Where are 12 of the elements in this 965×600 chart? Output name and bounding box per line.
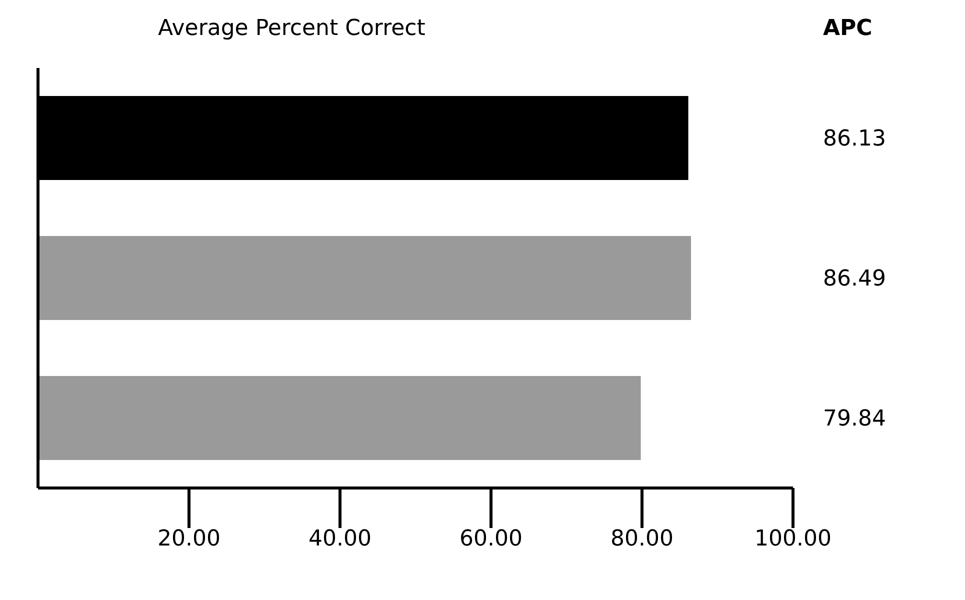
bar [38, 236, 691, 320]
x-tick-label: 60.00 [460, 526, 522, 552]
x-tick-label: 100.00 [754, 526, 832, 552]
x-tick-label: 40.00 [308, 526, 372, 552]
bar [38, 376, 641, 460]
x-tick-label: 80.00 [610, 526, 674, 552]
x-tick-label: 20.00 [158, 526, 220, 552]
text: APC [823, 16, 872, 41]
data-label: 79.84 [823, 406, 886, 432]
data-label: 86.13 [823, 126, 886, 152]
chart-title: Average Percent Correct [158, 16, 426, 41]
data-label: 86.49 [823, 266, 886, 292]
